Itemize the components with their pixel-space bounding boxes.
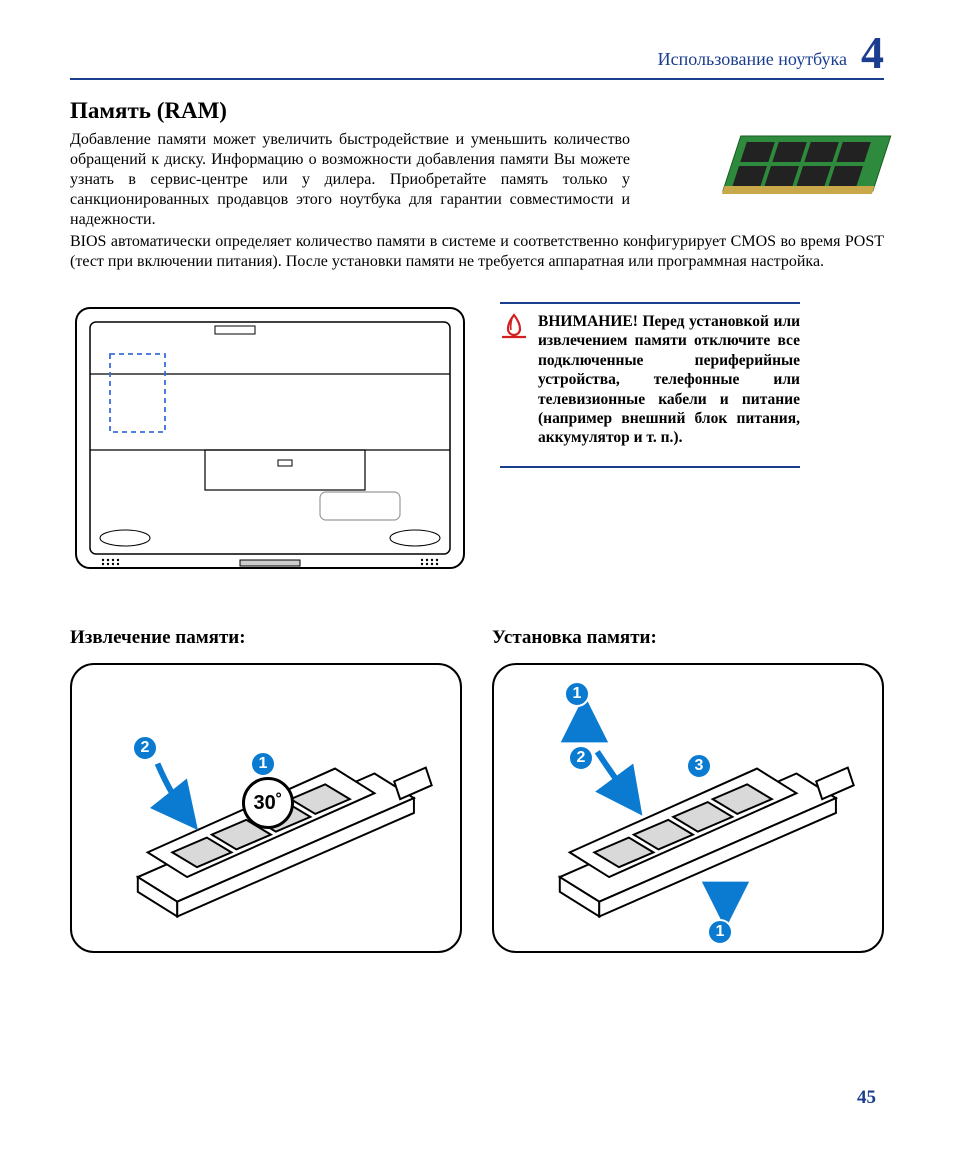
warning-text: ВНИМАНИЕ! Перед установкой или извлечени… — [538, 312, 800, 448]
intro-paragraph-1: Добавление памяти может увеличить быстро… — [70, 130, 630, 230]
chapter-number: 4 — [861, 30, 884, 76]
remove-step-1-badge: 1 — [250, 751, 276, 777]
intro-block: Добавление памяти может увеличить быстро… — [70, 130, 884, 272]
remove-memory-title: Извлечение памяти: — [70, 627, 462, 649]
intro-paragraph-2: BIOS автоматически определяет количество… — [70, 232, 884, 272]
remove-memory-panel: Извлечение памяти: — [70, 627, 462, 953]
install-step-2-badge: 2 — [568, 745, 594, 771]
section-title: Память (RAM) — [70, 98, 884, 124]
install-memory-diagram: 1 2 3 1 — [492, 663, 884, 953]
warning-box: ВНИМАНИЕ! Перед установкой или извлечени… — [500, 302, 800, 468]
install-memory-panel: Установка памяти: — [492, 627, 884, 953]
remove-memory-diagram: 2 1 30˚ — [70, 663, 462, 953]
header-title: Использование ноутбука — [658, 49, 847, 70]
remove-step-2-badge: 2 — [132, 735, 158, 761]
ram-stick-image — [714, 126, 894, 221]
install-step-3-badge: 3 — [686, 753, 712, 779]
install-memory-title: Установка памяти: — [492, 627, 884, 649]
warning-icon — [500, 312, 528, 448]
remove-angle-badge: 30˚ — [242, 777, 294, 829]
page-header: Использование ноутбука 4 — [70, 30, 884, 80]
laptop-bottom-diagram — [70, 302, 470, 587]
page-number: 45 — [857, 1087, 876, 1109]
install-step-1-top-badge: 1 — [564, 681, 590, 707]
install-step-1-bottom-badge: 1 — [707, 919, 733, 945]
